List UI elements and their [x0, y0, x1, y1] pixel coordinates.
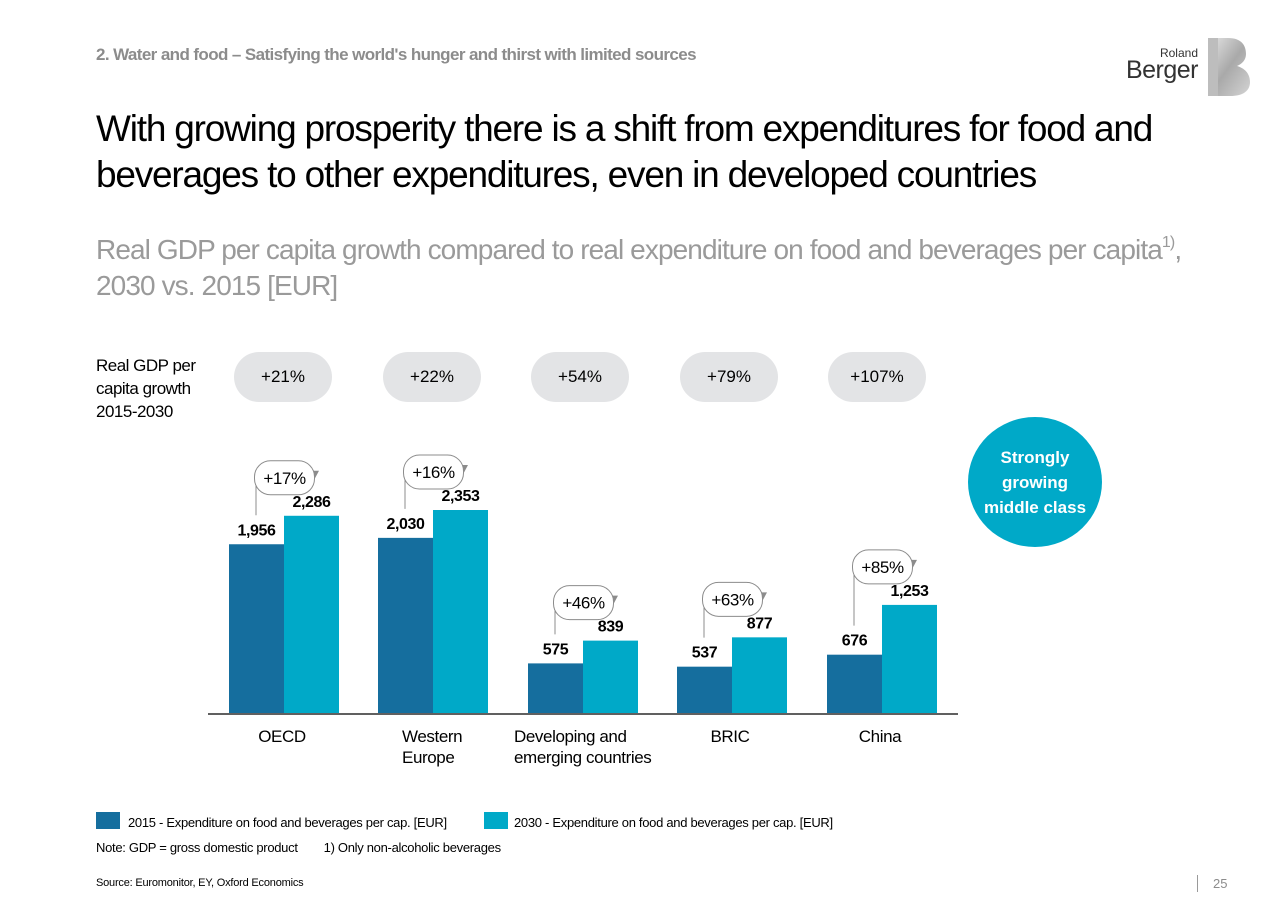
- expenditure-growth-bubble: [852, 549, 913, 585]
- expenditure-growth-label: +46%: [562, 594, 605, 613]
- expenditure-growth-label: +85%: [861, 558, 904, 577]
- bar-value-label: 537: [692, 645, 718, 662]
- category-label: Developing and: [514, 727, 627, 746]
- bar-value-label: 575: [543, 641, 569, 658]
- legend-label-2015: 2015 - Expenditure on food and beverages…: [128, 815, 447, 830]
- expenditure-growth-label: +16%: [412, 463, 455, 482]
- category-label: Western: [402, 727, 462, 746]
- gdp-growth-label: Real GDP per capita growth 2015-2030: [96, 356, 196, 421]
- page-number: 25: [1197, 875, 1227, 892]
- chart-subtitle: Real GDP per capita growth compared to r…: [96, 232, 1196, 304]
- category-label: OECD: [258, 727, 306, 746]
- bar-2015: [677, 666, 732, 713]
- middle-class-badge: Strongly growing middle class: [968, 417, 1102, 547]
- bar-2015: [528, 663, 583, 713]
- expenditure-growth-label: +63%: [711, 590, 754, 609]
- notes: Note: GDP = gross domestic product 1) Onl…: [96, 840, 527, 855]
- gdp-growth-pill: +22%: [383, 352, 481, 402]
- roland-berger-logo: Roland Berger: [1120, 34, 1256, 100]
- note-footnote: 1) Only non-alcoholic beverages: [323, 840, 501, 855]
- middle-class-label: Strongly growing middle class: [983, 447, 1087, 517]
- expenditure-growth-bubble: [403, 454, 464, 490]
- category-label: BRIC: [710, 727, 749, 746]
- expenditure-growth-bubble: [254, 460, 315, 496]
- expenditure-growth-label: +17%: [263, 469, 306, 488]
- expenditure-growth-bubble: [553, 585, 614, 621]
- bar-value-label: 2,353: [441, 488, 480, 505]
- category-label: Europe: [402, 748, 454, 767]
- bar-2030: [284, 515, 339, 713]
- bar-2030: [583, 640, 638, 713]
- bar-2015: [827, 654, 882, 713]
- category-label: emerging countries: [514, 748, 651, 767]
- bar-value-label: 877: [747, 615, 773, 632]
- section-title: 2. Water and food – Satisfying the world…: [96, 45, 697, 64]
- bar-value-label: 839: [598, 619, 624, 636]
- bar-value-label: 676: [842, 633, 868, 650]
- category-label: China: [859, 727, 902, 746]
- gdp-growth-pill: +107%: [828, 352, 926, 402]
- bar-value-label: 2,030: [386, 516, 425, 533]
- bar-2030: [732, 637, 787, 713]
- bar-value-label: 2,286: [292, 494, 331, 511]
- note-gdp: Note: GDP = gross domestic product: [96, 840, 298, 855]
- logo-b-mark: [1208, 38, 1250, 96]
- bar-2015: [229, 544, 284, 713]
- bar-2015: [378, 537, 433, 713]
- subtitle-main: Real GDP per capita growth compared to r…: [96, 234, 1163, 265]
- subtitle-footnote-ref: 1): [1161, 234, 1175, 251]
- logo-text-top: Roland: [1159, 46, 1198, 60]
- gdp-growth-pill: +79%: [680, 352, 778, 402]
- source-note: Source: Euromonitor, EY, Oxford Economic…: [96, 877, 304, 889]
- bar-2030: [433, 510, 488, 713]
- subtitle-tail: , 2030 vs. 2015 [EUR]: [96, 234, 1182, 301]
- bar-2030: [882, 604, 937, 713]
- legend-label-2030: 2030 - Expenditure on food and beverages…: [514, 815, 833, 830]
- gdp-growth-pill: +21%: [234, 352, 332, 402]
- bar-value-label: 1,253: [890, 583, 929, 600]
- headline: With growing prosperity there is a shift…: [96, 108, 1153, 195]
- bar-value-label: 1,956: [237, 522, 276, 539]
- legend-swatch-2015: [96, 812, 120, 829]
- legend-swatch-2030: [484, 812, 508, 829]
- logo-text-bottom: Berger: [1125, 56, 1199, 84]
- expenditure-growth-bubble: [702, 581, 763, 617]
- gdp-growth-pill: +54%: [531, 352, 629, 402]
